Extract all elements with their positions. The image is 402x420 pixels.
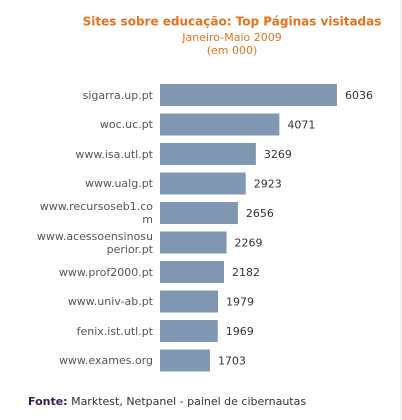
bar [160, 320, 218, 342]
y-tick-label: woc.uc.pt [99, 118, 153, 131]
y-tick-label: www.prof2000.pt [58, 265, 153, 279]
y-tick-label: www.recursoseb1.com [39, 200, 153, 226]
chart-title: Sites sobre educação: Top Páginas visita… [83, 15, 382, 29]
category-cell: www.univ-ab.pt [31, 288, 153, 316]
value-label: 4071 [287, 119, 315, 132]
source-label: Fonte: [28, 395, 68, 408]
y-tick-label: fenix.ist.utl.pt [76, 324, 153, 338]
y-tick-label: www.ualg.pt [84, 177, 153, 190]
category-cell: www.recursoseb1.com [31, 199, 153, 227]
bar [160, 113, 280, 136]
bar [160, 349, 210, 372]
bar [160, 202, 238, 224]
bar [160, 143, 256, 165]
y-tick-label: www.acessoensinosuperior.pt [36, 229, 153, 256]
category-cell: fenix.ist.utl.pt [31, 317, 153, 345]
y-tick-label: www.isa.utl.pt [75, 147, 153, 161]
bar [160, 290, 219, 313]
bar [160, 261, 224, 283]
y-tick-label: sigarra.up.pt [82, 88, 153, 102]
y-tick-label: www.exames.org [58, 354, 153, 367]
value-label: 6036 [345, 89, 373, 102]
value-label: 2182 [232, 266, 260, 279]
category-cell: www.prof2000.pt [31, 258, 153, 286]
category-cell: www.isa.utl.pt [31, 140, 153, 168]
value-label: 3269 [264, 148, 292, 161]
bar [160, 172, 246, 195]
value-label: 1979 [226, 296, 254, 309]
bar [160, 84, 337, 106]
category-cell: www.acessoensinosuperior.pt [31, 229, 153, 257]
value-label: 2269 [235, 237, 263, 250]
category-cell: www.exames.org [31, 347, 153, 375]
source-text: Marktest, Netpanel - painel de cibernaut… [71, 395, 307, 408]
category-cell: www.ualg.pt [31, 170, 153, 198]
category-cell: woc.uc.pt [31, 111, 153, 139]
category-cell: sigarra.up.pt [31, 81, 153, 109]
value-label: 2923 [254, 178, 282, 191]
value-label: 1969 [226, 325, 254, 338]
y-tick-label: www.univ-ab.pt [67, 295, 153, 308]
bar [160, 231, 227, 254]
chart-subtitle: Janeiro-Maio 2009 [181, 31, 281, 44]
value-label: 2656 [246, 207, 274, 220]
source: Fonte: Marktest, Netpanel - painel de ci… [28, 395, 306, 408]
value-label: 1703 [218, 355, 246, 368]
chart-subtitle: (em 000) [207, 44, 258, 57]
